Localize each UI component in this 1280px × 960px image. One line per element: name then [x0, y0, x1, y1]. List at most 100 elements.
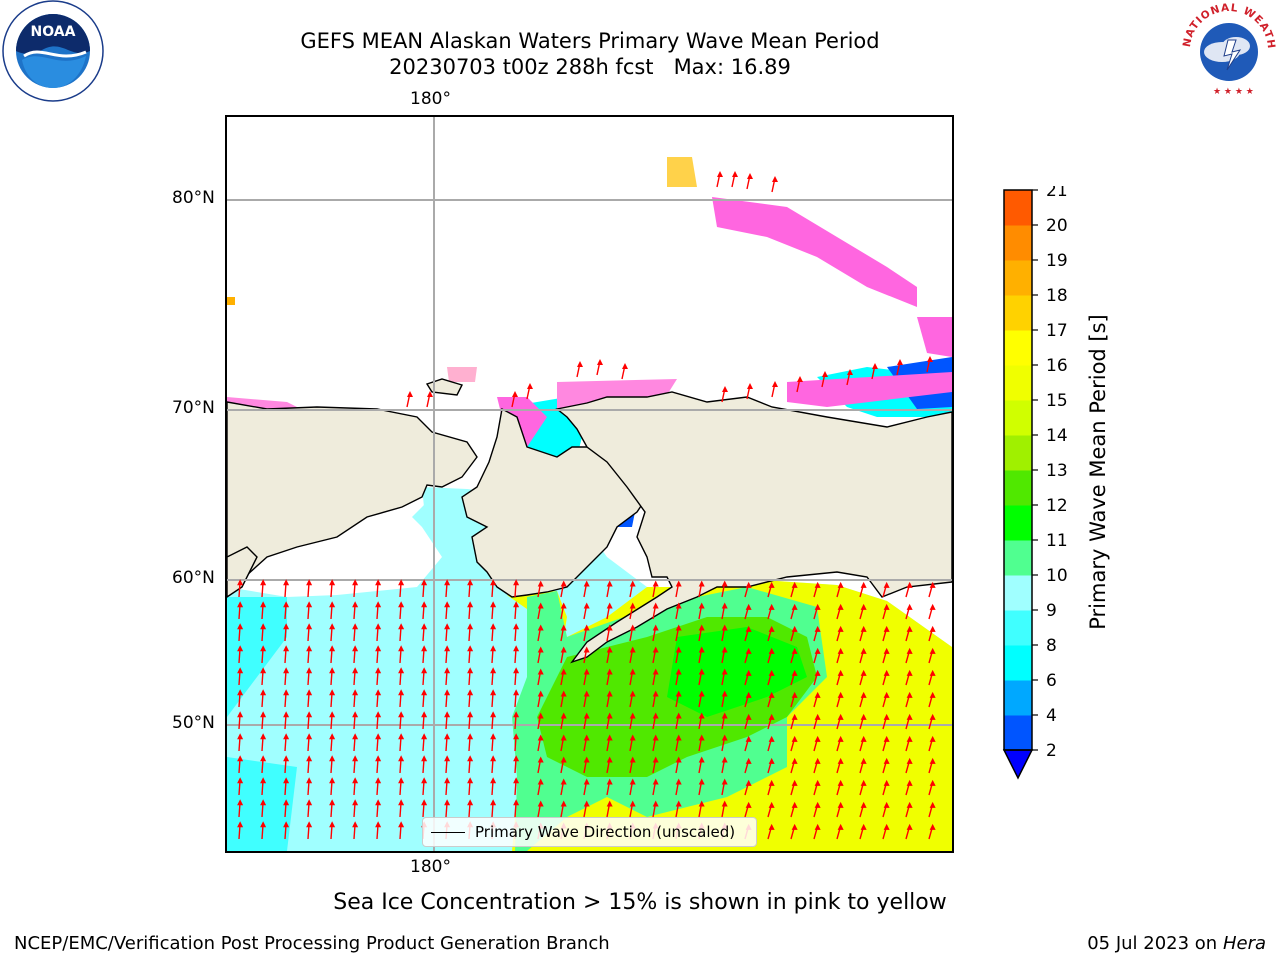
wave-vector-head [444, 755, 451, 762]
wave-vector-head [860, 625, 867, 632]
wave-vector-head [513, 799, 520, 806]
wave-vector-head [929, 647, 936, 654]
wave-vector-head [490, 623, 497, 630]
wave-vector-head [883, 603, 890, 610]
wave-vector-head [847, 369, 853, 375]
wave-vector-head [306, 623, 313, 630]
wave-vector-head [398, 579, 405, 586]
wave-vector-head [883, 669, 890, 676]
wave-vector-head [407, 391, 413, 397]
wave-vector-head [768, 757, 775, 764]
wave-vector-head [906, 691, 913, 698]
wave-vector-head [467, 645, 474, 652]
wave-vector-head [467, 579, 474, 586]
colorbar-svg: 2 4 6 8 9 10 11 12 13 14 15 16 17 18 19 20 21 [1002, 181, 1068, 780]
lat-label-50: 50°N [172, 713, 215, 733]
wave-vector-head [860, 691, 867, 698]
wave-vector-head [814, 625, 821, 632]
wave-vector-head [860, 735, 867, 742]
wave-vector-head [375, 601, 382, 608]
wave-vector-head [883, 823, 890, 830]
colorbar-tick-label: 4 [1046, 706, 1057, 726]
lat-label-60: 60°N [172, 568, 215, 588]
wave-vector-head [421, 711, 428, 718]
wave-vector-head [329, 711, 336, 718]
wave-vector-head [675, 580, 682, 587]
colorbar-segment [1004, 610, 1032, 646]
wave-vector-head [283, 799, 290, 806]
wave-vector-head [306, 821, 313, 828]
wave-vector-head [560, 756, 567, 763]
wave-vector-head [906, 603, 913, 610]
wave-vector-head [675, 756, 682, 763]
wave-vector-head [490, 711, 497, 718]
wave-vector-head [883, 713, 890, 720]
wave-vector-head [537, 602, 544, 609]
wave-vector-head [768, 647, 775, 654]
wave-vector-head [721, 712, 728, 719]
wave-vector-head [560, 646, 567, 653]
wave-vector-head [513, 601, 520, 608]
wave-vector-head [814, 691, 821, 698]
lat-label-70: 70°N [172, 398, 215, 418]
wave-vector-head [283, 711, 290, 718]
wave-vector-head [597, 359, 603, 365]
wave-vector-head [352, 579, 359, 586]
wave-vector-head [721, 624, 728, 631]
wave-vector-head [398, 689, 405, 696]
colorbar-segment [1004, 715, 1032, 751]
wave-vector-head [814, 603, 821, 610]
land-areas [227, 378, 952, 664]
wave-vector-head [375, 711, 382, 718]
wave-vector-head [675, 690, 682, 697]
wave-vector-head [860, 779, 867, 786]
wave-vector-head [768, 779, 775, 786]
colorbar-segment [1004, 505, 1032, 541]
wave-vector-head [490, 689, 497, 696]
wave-vector-head [629, 712, 636, 719]
wave-vector-head [860, 757, 867, 764]
wave-vector-head [375, 755, 382, 762]
wave-vector-head [260, 579, 267, 586]
wave-vector-head [837, 581, 844, 588]
wave-vector-head [537, 624, 544, 631]
wave-vector-head [745, 625, 752, 632]
wave-vector-head [768, 801, 775, 808]
wave-vector-head [237, 733, 244, 740]
wave-vector-head [698, 690, 705, 697]
wave-vector-head [837, 801, 844, 808]
wave-vector-head [814, 735, 821, 742]
wave-vector-head [490, 733, 497, 740]
wave-vector-head [398, 799, 405, 806]
wave-vector-head [791, 581, 798, 588]
wave-vector-head [583, 800, 590, 807]
wave-vector-head [860, 801, 867, 808]
colorbar-tick-label: 20 [1046, 216, 1068, 236]
wave-vector-head [606, 734, 613, 741]
wave-vector-head [513, 645, 520, 652]
wave-vector-head [745, 647, 752, 654]
colorbar-segment [1004, 295, 1032, 331]
wave-vector-head [260, 733, 267, 740]
wave-vector-head [606, 690, 613, 697]
colorbar-tick-label: 15 [1046, 391, 1068, 411]
wave-vector-head [837, 647, 844, 654]
wave-vector-head [583, 646, 590, 653]
wave-vector-head [329, 579, 336, 586]
wave-vector-head [791, 647, 798, 654]
wave-vector-head [283, 777, 290, 784]
wave-vector-head [329, 645, 336, 652]
wave-vector-head [398, 711, 405, 718]
wave-vector-head [883, 581, 890, 588]
wave-vector-head [929, 691, 936, 698]
wave-vector-head [768, 581, 775, 588]
wave-vector-head [490, 667, 497, 674]
wave-vector-head [722, 386, 728, 392]
wave-vector-head [745, 779, 752, 786]
wave-vector-head [652, 756, 659, 763]
wave-vector-head [745, 581, 752, 588]
wave-vector-head [837, 757, 844, 764]
wave-vector-head [652, 668, 659, 675]
wave-vector-head [837, 691, 844, 698]
wave-vector-head [537, 756, 544, 763]
